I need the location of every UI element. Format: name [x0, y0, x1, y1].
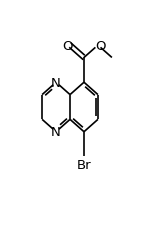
Text: N: N	[51, 76, 61, 89]
Text: N: N	[51, 126, 61, 139]
Text: O: O	[95, 40, 106, 52]
Text: Br: Br	[77, 159, 91, 172]
Text: O: O	[62, 40, 73, 52]
